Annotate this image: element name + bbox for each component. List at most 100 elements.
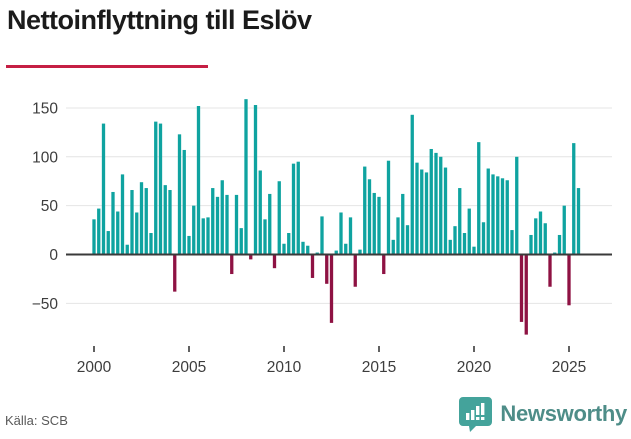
x-tick-label: 2015 (362, 359, 396, 376)
bar (477, 142, 481, 255)
x-tick-label: 2025 (552, 359, 586, 376)
bar (443, 167, 448, 255)
bar (329, 254, 334, 323)
bar (386, 160, 391, 255)
bar (272, 254, 277, 269)
bar (572, 143, 576, 255)
x-tick-label: 2000 (77, 359, 112, 376)
bar (534, 218, 538, 255)
x-tick-label: 2010 (267, 359, 302, 376)
title-underline (6, 65, 208, 68)
newsworthy-bubble-chart-icon (459, 397, 493, 432)
bar (348, 217, 353, 255)
bar (135, 212, 139, 255)
bar (358, 249, 362, 255)
bar (149, 233, 153, 255)
bar (211, 188, 215, 255)
bar (130, 190, 134, 255)
bar (253, 105, 258, 255)
bar (277, 181, 281, 255)
bar (382, 254, 386, 275)
bar (396, 217, 400, 255)
bar (220, 180, 224, 255)
bar (367, 179, 372, 255)
bar (420, 169, 424, 255)
bar (372, 192, 376, 255)
bar (106, 231, 110, 255)
source-label: Källa: SCB (5, 413, 68, 428)
bar (429, 148, 433, 255)
bar (192, 205, 196, 255)
bar (116, 211, 120, 255)
bar (515, 156, 519, 255)
bar (215, 196, 220, 255)
bar (453, 226, 457, 255)
bar (434, 152, 438, 255)
bar (510, 230, 514, 255)
bar (334, 250, 338, 255)
bar (268, 193, 272, 255)
bar (125, 244, 129, 255)
bar (163, 185, 167, 255)
chart-title: Nettoinflyttning till Eslöv (7, 5, 312, 35)
bar (496, 176, 500, 255)
bar (306, 245, 310, 255)
bar (405, 225, 410, 255)
bar (448, 239, 452, 255)
bar (182, 149, 186, 255)
bar (158, 123, 163, 255)
bar (287, 233, 291, 255)
bar (410, 114, 414, 255)
bar (391, 239, 395, 255)
bar (353, 254, 357, 287)
bar (486, 168, 490, 255)
newsworthy-logo: Newsworthy (459, 396, 627, 432)
bar (529, 234, 533, 255)
bar (111, 191, 115, 255)
bar (144, 188, 148, 255)
bar (543, 223, 547, 255)
bar (120, 174, 125, 255)
bar (234, 194, 239, 255)
bar (154, 121, 158, 255)
bar (538, 211, 543, 255)
bar (363, 166, 367, 255)
bar (519, 254, 524, 322)
bar (557, 234, 562, 255)
bar (344, 243, 348, 255)
newsworthy-wordmark: Newsworthy (500, 401, 627, 426)
bar (258, 170, 262, 255)
bar (168, 190, 172, 255)
bar (225, 194, 229, 255)
y-tick-label: 50 (41, 198, 59, 215)
bar (296, 161, 300, 255)
bar (458, 188, 462, 255)
bar (196, 106, 201, 255)
bar (101, 123, 106, 255)
bar (500, 178, 505, 255)
bar (472, 246, 476, 255)
bar (92, 219, 96, 255)
y-tick-label: 100 (32, 149, 58, 166)
bar (301, 241, 305, 255)
bar (310, 254, 315, 278)
bar (491, 174, 495, 255)
bar (439, 156, 443, 255)
bar (249, 254, 253, 260)
bar (282, 243, 286, 255)
bar (177, 134, 182, 255)
bar (524, 254, 528, 335)
bar (505, 180, 509, 255)
bar (462, 233, 467, 255)
y-tick-label: 0 (49, 247, 58, 264)
bar (244, 99, 248, 255)
bar (187, 235, 191, 255)
bar (291, 163, 296, 255)
bar (325, 254, 329, 284)
bar (567, 254, 571, 306)
bar (173, 254, 177, 292)
bar (139, 182, 144, 255)
bar (467, 208, 471, 255)
